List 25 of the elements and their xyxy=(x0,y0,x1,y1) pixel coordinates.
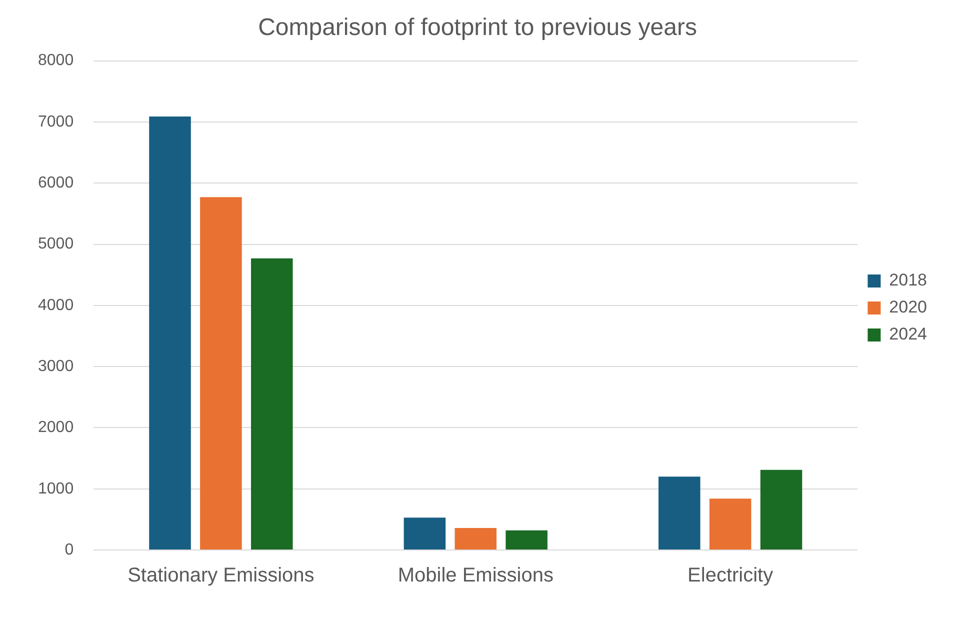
legend-label: 2018 xyxy=(889,270,928,290)
y-tick-label: 4000 xyxy=(38,296,74,314)
bar xyxy=(760,470,802,550)
y-tick-label: 3000 xyxy=(38,358,74,375)
x-tick-label: Mobile Emissions xyxy=(398,564,554,587)
y-tick-label: 8000 xyxy=(38,52,74,70)
y-tick-label: 2000 xyxy=(38,419,74,436)
y-tick-label: 7000 xyxy=(38,113,74,130)
bar xyxy=(149,116,191,550)
legend-label: 2024 xyxy=(889,324,928,344)
bar xyxy=(200,197,242,550)
legend-label: 2020 xyxy=(889,298,928,317)
chart-title: Comparison of footprint to previous years xyxy=(258,14,697,42)
bar xyxy=(709,498,752,550)
x-tick-label: Stationary Emissions xyxy=(128,564,314,587)
y-tick-label: 6000 xyxy=(38,174,74,192)
bar xyxy=(250,258,293,550)
bar xyxy=(658,476,700,550)
bar xyxy=(454,528,497,550)
y-tick-label: 5000 xyxy=(38,236,74,253)
y-tick-label: 0 xyxy=(64,541,74,558)
bar xyxy=(404,518,446,550)
x-tick-label: Electricity xyxy=(688,564,774,587)
bar xyxy=(506,530,548,550)
y-tick-label: 1000 xyxy=(38,480,74,498)
